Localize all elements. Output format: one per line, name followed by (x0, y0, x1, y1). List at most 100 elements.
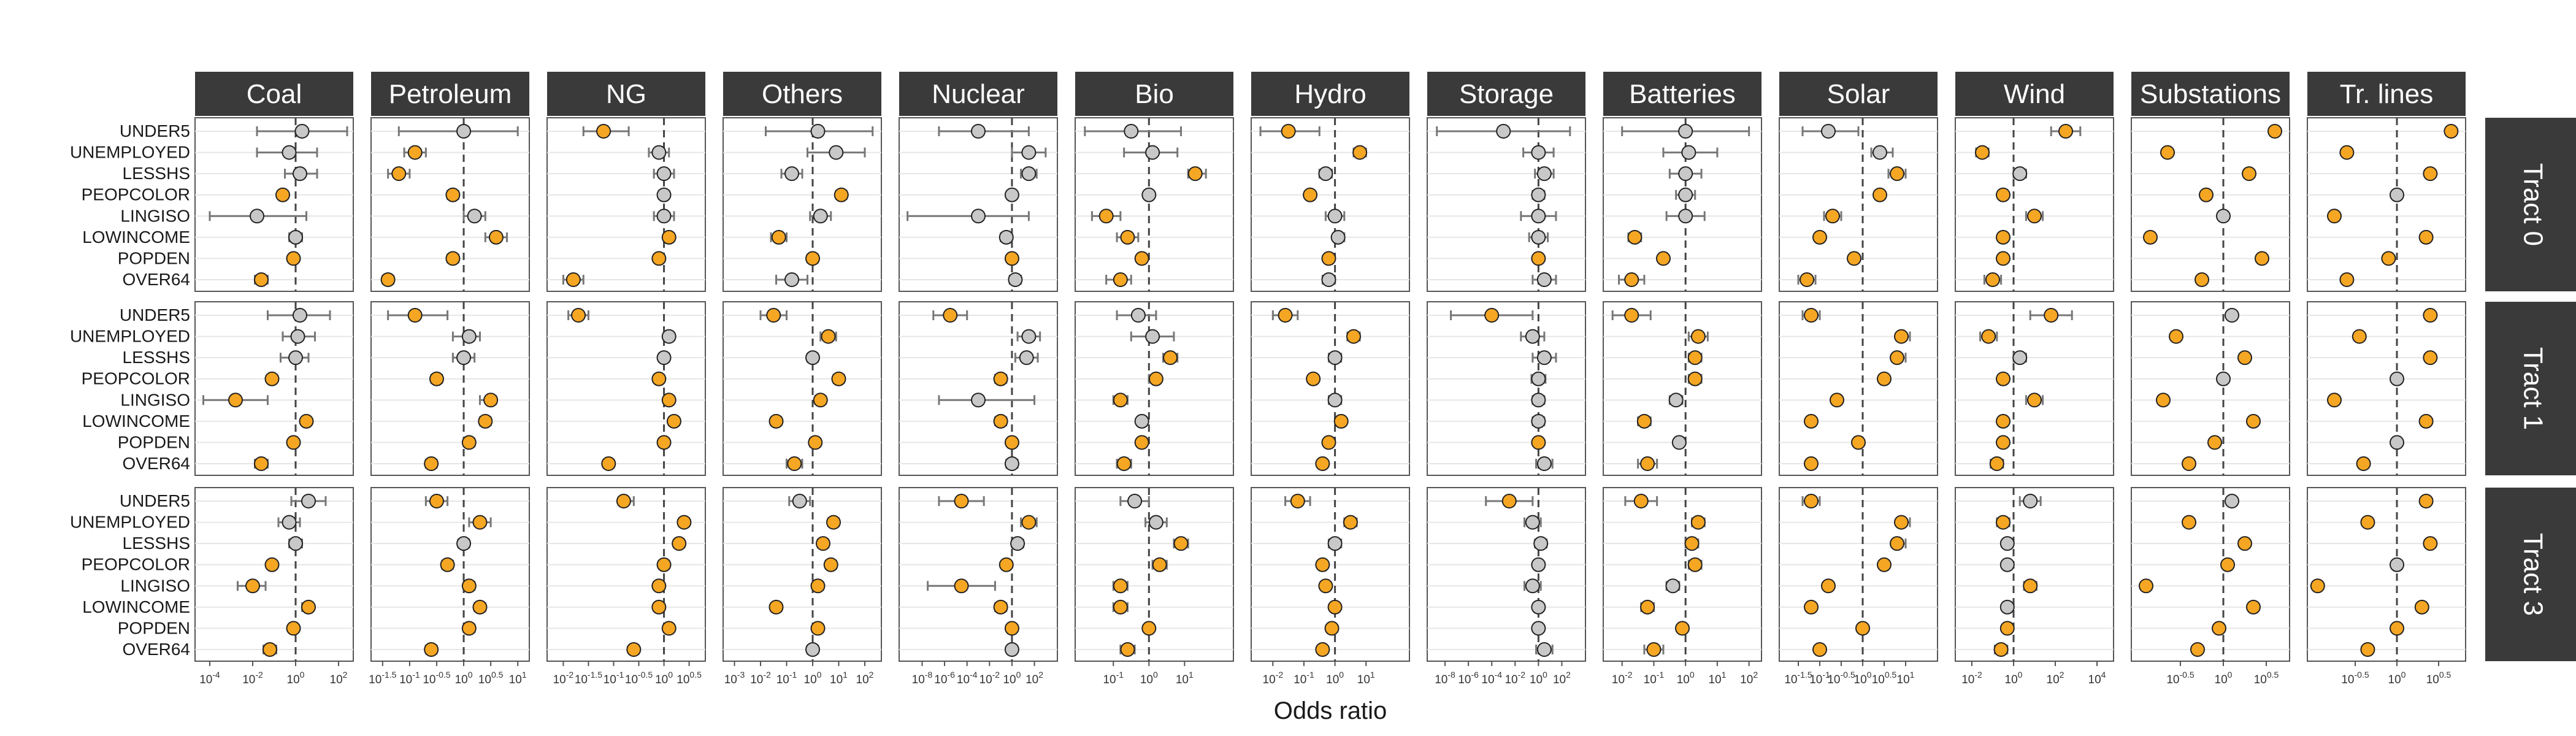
estimate-lesshs (1668, 166, 1703, 182)
estimate-lingiso (661, 393, 677, 408)
estimate-lesshs (1687, 350, 1703, 366)
estimate-under5 (765, 124, 874, 139)
estimate-lowincome (769, 413, 784, 429)
x-tick-label-petroleum: 10-1.5 (369, 670, 396, 686)
point-marker (787, 456, 802, 471)
panel-frame (1603, 301, 1762, 476)
point-marker (1120, 229, 1135, 245)
panel-others-row-3 (723, 487, 882, 662)
estimate-lowincome (2246, 599, 2261, 615)
point-marker (1812, 229, 1827, 245)
estimate-unemployed (1975, 145, 1990, 160)
estimate-popden (2390, 621, 2404, 636)
estimate-under5 (387, 308, 449, 323)
estimate-lesshs (1887, 166, 1907, 182)
estimate-lingiso (927, 578, 996, 594)
estimate-lingiso (237, 578, 267, 594)
point-marker (286, 621, 301, 636)
estimate-lesshs (1999, 536, 2015, 551)
estimate-lesshs (1014, 350, 1039, 366)
estimate-lingiso (1524, 578, 1542, 594)
point-marker (2390, 187, 2404, 202)
estimate-unemployed (1020, 515, 1038, 530)
panel-petroleum-row-0 (370, 117, 530, 292)
estimate-unemployed (1894, 329, 1911, 344)
estimate-lowincome (1996, 413, 2011, 429)
point-marker (1804, 413, 1819, 429)
point-marker (2237, 350, 2252, 366)
point-marker (596, 124, 611, 139)
estimate-lowincome (1804, 599, 1819, 615)
estimate-unemployed (1894, 515, 1911, 530)
estimate-over64 (1116, 456, 1132, 471)
x-tick-label-bio: 10-1 (1103, 670, 1124, 686)
estimate-unemployed (1123, 145, 1179, 160)
estimate-popden (1321, 435, 1336, 450)
point-marker (661, 229, 677, 245)
estimate-lesshs (1890, 350, 1907, 366)
estimate-lowincome (1812, 229, 1827, 245)
point-marker (293, 166, 307, 182)
estimate-lingiso (1112, 393, 1129, 408)
estimate-unemployed (1352, 145, 1368, 160)
point-marker (1975, 145, 1990, 160)
estimate-lesshs (805, 350, 820, 366)
estimate-popden (1671, 435, 1687, 450)
point-marker (1877, 557, 1892, 572)
x-tick-label-nuclear: 10-2 (979, 670, 1000, 686)
point-marker (1989, 456, 2004, 471)
point-marker (1890, 536, 1904, 551)
point-marker (2182, 456, 2196, 471)
x-tick-label-petroleum: 100 (455, 670, 473, 686)
estimate-popden (661, 621, 677, 636)
point-marker (1690, 329, 1706, 344)
point-marker (1141, 187, 1157, 202)
estimate-peopcolor (1675, 187, 1696, 202)
x-tick-label-solar: 101 (1897, 670, 1915, 686)
panel-hydro-row-0 (1251, 117, 1410, 292)
estimate-over64 (1119, 642, 1136, 657)
estimate-unemployed (1870, 145, 1894, 160)
estimate-unemployed (1687, 329, 1709, 344)
point-marker (1999, 599, 2015, 615)
x-tick-label-substations: 100.5 (2254, 670, 2279, 686)
estimate-unemployed (826, 515, 841, 530)
point-marker (1999, 536, 2015, 551)
panel-frame (899, 487, 1058, 662)
estimate-over64 (1531, 272, 1557, 287)
point-marker (1130, 308, 1146, 323)
point-marker (1134, 413, 1149, 429)
estimate-unemployed (1011, 145, 1047, 160)
point-marker (1120, 642, 1135, 657)
panel-solar-row-0 (1779, 117, 1938, 292)
estimate-popden (1675, 621, 1690, 636)
estimate-over64 (424, 456, 439, 471)
point-marker (1290, 494, 1305, 508)
estimate-lesshs (280, 350, 310, 366)
estimate-popden (1996, 435, 2011, 450)
estimate-lingiso (907, 209, 1030, 224)
variable-label-popden: POPDEN (118, 618, 190, 637)
point-marker (299, 413, 314, 429)
panel-frame (546, 487, 706, 662)
point-marker (1531, 621, 1546, 636)
estimate-peopcolor (2390, 187, 2404, 202)
point-marker (565, 272, 581, 287)
point-marker (1098, 209, 1114, 224)
point-marker (823, 557, 838, 572)
estimate-lesshs (451, 350, 476, 366)
point-marker (1996, 435, 2011, 450)
estimate-over64 (1315, 642, 1330, 657)
x-tick-label-storage: 102 (1553, 670, 1571, 686)
estimate-lingiso (2025, 209, 2044, 224)
point-marker (1687, 371, 1703, 386)
estimate-lingiso (1112, 578, 1129, 594)
point-marker (2242, 166, 2256, 182)
x-tick-label-petroleum: 10-0.5 (423, 670, 450, 686)
estimate-popden (1655, 251, 1671, 266)
variable-label-unemployed: UNEMPLOYED (70, 513, 190, 532)
point-marker (656, 166, 672, 182)
estimate-unemployed (1996, 515, 2011, 530)
point-marker (813, 393, 828, 408)
estimate-lowincome (769, 599, 784, 615)
